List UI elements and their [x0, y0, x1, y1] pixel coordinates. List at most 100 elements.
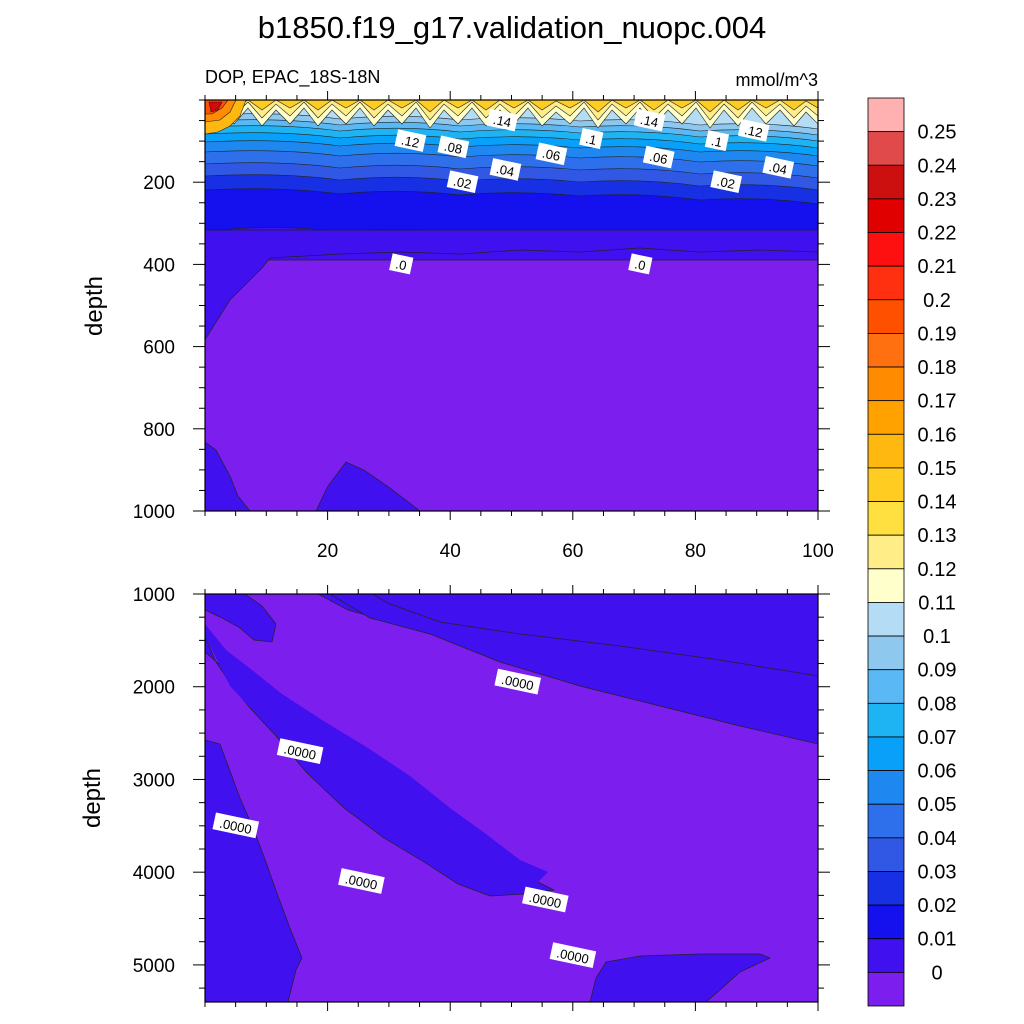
contour-label-text: .1	[584, 131, 598, 148]
x-tick-label: 80	[685, 541, 706, 562]
colorbar-label: 0.15	[918, 458, 957, 480]
colorbar-swatch	[867, 971, 905, 1007]
contour-label: .14	[633, 108, 666, 132]
contour-label-text: .0000	[282, 741, 317, 762]
lower-contour-labels: .0000 .0000 .0000 .0000 .0000 .0000	[212, 668, 597, 969]
colorbar-swatch	[867, 871, 905, 906]
x-tick-label: 40	[440, 541, 461, 562]
contour-label-text: .14	[492, 112, 513, 130]
colorbar-label: 0.24	[918, 155, 957, 177]
colorbar-label: 0.03	[918, 861, 957, 883]
colorbar-label: 0.25	[918, 122, 957, 144]
chart-title: b1850.f19_g17.validation_nuopc.004	[258, 10, 767, 45]
colorbar-label: 0.04	[918, 828, 957, 850]
colorbar-swatch	[867, 702, 905, 738]
lower-axis-ticks: 1000 2000 3000 4000 5000	[133, 585, 830, 1011]
colorbar-swatch	[867, 164, 905, 200]
colorbar-swatch	[867, 534, 905, 570]
contour-label: .04	[762, 156, 795, 179]
colorbar-label: 0.18	[918, 357, 957, 379]
contour-label-text: .14	[639, 112, 660, 130]
colorbar-label: 0.09	[918, 660, 957, 682]
contour-label-text: .0000	[555, 945, 590, 966]
contour-label: .0000	[338, 868, 385, 894]
colorbar-label: 0.12	[918, 559, 957, 581]
x-tick-label: 20	[317, 541, 338, 562]
contour-label-text: .0000	[218, 816, 253, 837]
y-tick-label: 800	[143, 420, 175, 441]
colorbar-swatch	[867, 467, 905, 502]
colorbar-label: 0.11	[918, 592, 955, 614]
colorbar-swatch	[867, 770, 905, 805]
colorbar-swatch	[867, 602, 905, 637]
colorbar-label: 0.14	[918, 492, 957, 514]
colorbar-swatch	[867, 904, 905, 940]
contour-label: .0	[389, 253, 414, 275]
colorbar-label: 0.13	[918, 525, 957, 547]
colorbar-label: 0.05	[918, 794, 957, 816]
colorbar-label: 0.23	[918, 189, 957, 211]
contour-label: .14	[486, 108, 519, 132]
contour-label-text: .04	[768, 159, 789, 177]
colorbar-swatch	[867, 232, 905, 267]
colorbar-swatch	[867, 669, 905, 704]
contour-label-text: .0	[394, 256, 408, 273]
colorbar-label: 0.07	[918, 727, 957, 749]
upper-subtitle-right: mmol/m^3	[736, 70, 818, 90]
contour-label-text: .1	[710, 133, 724, 150]
upper-subtitle-left: DOP, EPAC_18S-18N	[205, 67, 380, 88]
contour-label: .12	[394, 129, 427, 152]
y-tick-label: 600	[143, 338, 175, 359]
upper-contour-labels: .14 .14 .12 .12 .1 .1 .08 .06 .06 .04 .04 .02 .02 .0.…	[389, 108, 795, 275]
colorbar-label: 0.01	[918, 929, 957, 951]
upper-contour-fill	[205, 100, 818, 511]
contour-label: .08	[437, 135, 470, 159]
colorbar-swatch	[867, 938, 905, 973]
contour-label: .02	[710, 170, 743, 194]
colorbar-label: 0.19	[918, 323, 957, 345]
colorbar-label: 0.22	[918, 223, 957, 245]
colorbar-swatch	[867, 333, 905, 368]
colorbar-label: 0.06	[918, 761, 957, 783]
contour-label-text: .08	[443, 139, 464, 157]
colorbar-label: 0.02	[918, 895, 957, 917]
contour-label-text: .12	[400, 132, 421, 150]
colorbar-swatch	[867, 299, 905, 334]
colorbar-label: 0	[931, 962, 942, 984]
upper-ylabel: depth	[81, 276, 108, 336]
y-tick-label: 5000	[133, 956, 175, 977]
upper-axis-ticks: 20 40 60 80 100 200 400 600 800 1000	[133, 91, 834, 562]
colorbar-label: 0.17	[918, 391, 957, 413]
contour-label: .0000	[276, 738, 324, 765]
contour-label: .1	[579, 128, 604, 150]
y-tick-label: 200	[143, 173, 175, 194]
contour-label: .06	[642, 145, 675, 169]
colorbar-swatch	[867, 433, 905, 469]
colorbar-swatch	[867, 635, 905, 671]
contour-label-text: .06	[648, 149, 669, 167]
contour-label-text: .0	[633, 256, 647, 273]
colorbar-label: 0.16	[918, 424, 957, 446]
contour-label-text: .0000	[344, 871, 379, 892]
colorbar-swatch	[867, 568, 905, 603]
y-tick-label: 1000	[133, 585, 175, 606]
colorbar-swatch	[867, 265, 905, 301]
contour-label: .0000	[212, 812, 260, 839]
lower-contour-fill	[205, 594, 818, 1002]
contour-label-text: .02	[716, 173, 737, 191]
contour-label: .0	[628, 253, 653, 275]
contour-label-text: .0000	[528, 890, 563, 911]
colorbar-swatch	[867, 501, 905, 536]
colorbar-swatch	[867, 131, 905, 166]
x-tick-label: 100	[802, 541, 834, 562]
contour-label: .02	[446, 170, 479, 194]
contour-label-text: .12	[743, 122, 764, 140]
contour-label: .0000	[522, 886, 569, 913]
contour-label: .0000	[494, 668, 542, 695]
colorbar-label: 0.08	[918, 693, 957, 715]
contour-label: .12	[737, 119, 770, 142]
colorbar: 0.25 0.24 0.23 0.22 0.21 0.2 0.19 0.18 0.17 0.16 0…	[867, 97, 957, 1007]
y-tick-label: 3000	[133, 770, 175, 791]
